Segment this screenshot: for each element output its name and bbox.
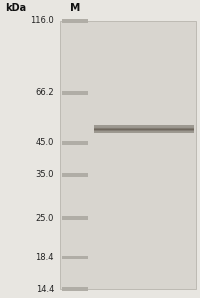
- Text: kDa: kDa: [5, 3, 27, 13]
- Text: 14.4: 14.4: [36, 285, 54, 294]
- Bar: [62, 173, 88, 177]
- Bar: [62, 141, 88, 145]
- Bar: [60, 21, 196, 289]
- Text: M: M: [70, 3, 80, 13]
- Bar: [62, 256, 88, 260]
- Text: 25.0: 25.0: [36, 214, 54, 223]
- Text: 66.2: 66.2: [35, 89, 54, 97]
- Text: 116.0: 116.0: [30, 16, 54, 25]
- Bar: [62, 19, 88, 23]
- Bar: [62, 287, 88, 291]
- Text: 45.0: 45.0: [36, 138, 54, 147]
- Text: 35.0: 35.0: [36, 170, 54, 179]
- Bar: [62, 91, 88, 95]
- Bar: [62, 216, 88, 220]
- Text: 18.4: 18.4: [36, 253, 54, 262]
